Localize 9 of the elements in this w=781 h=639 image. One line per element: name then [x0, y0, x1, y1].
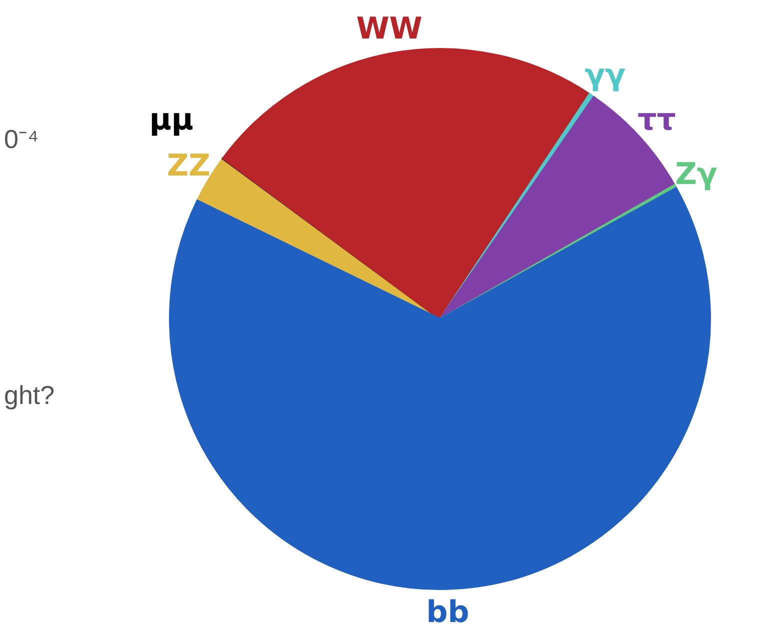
slice-label: ZZ	[166, 148, 210, 184]
text: ght?	[4, 380, 55, 411]
slice-label: γγ	[584, 58, 626, 93]
slice-label: bb	[426, 594, 470, 630]
slice-label: Zγ	[675, 156, 718, 192]
slice-label: ττ	[638, 102, 676, 138]
slice-label: WW	[356, 11, 422, 46]
slice-label: μμ	[149, 102, 194, 138]
text: 0⁻⁴	[4, 123, 39, 156]
